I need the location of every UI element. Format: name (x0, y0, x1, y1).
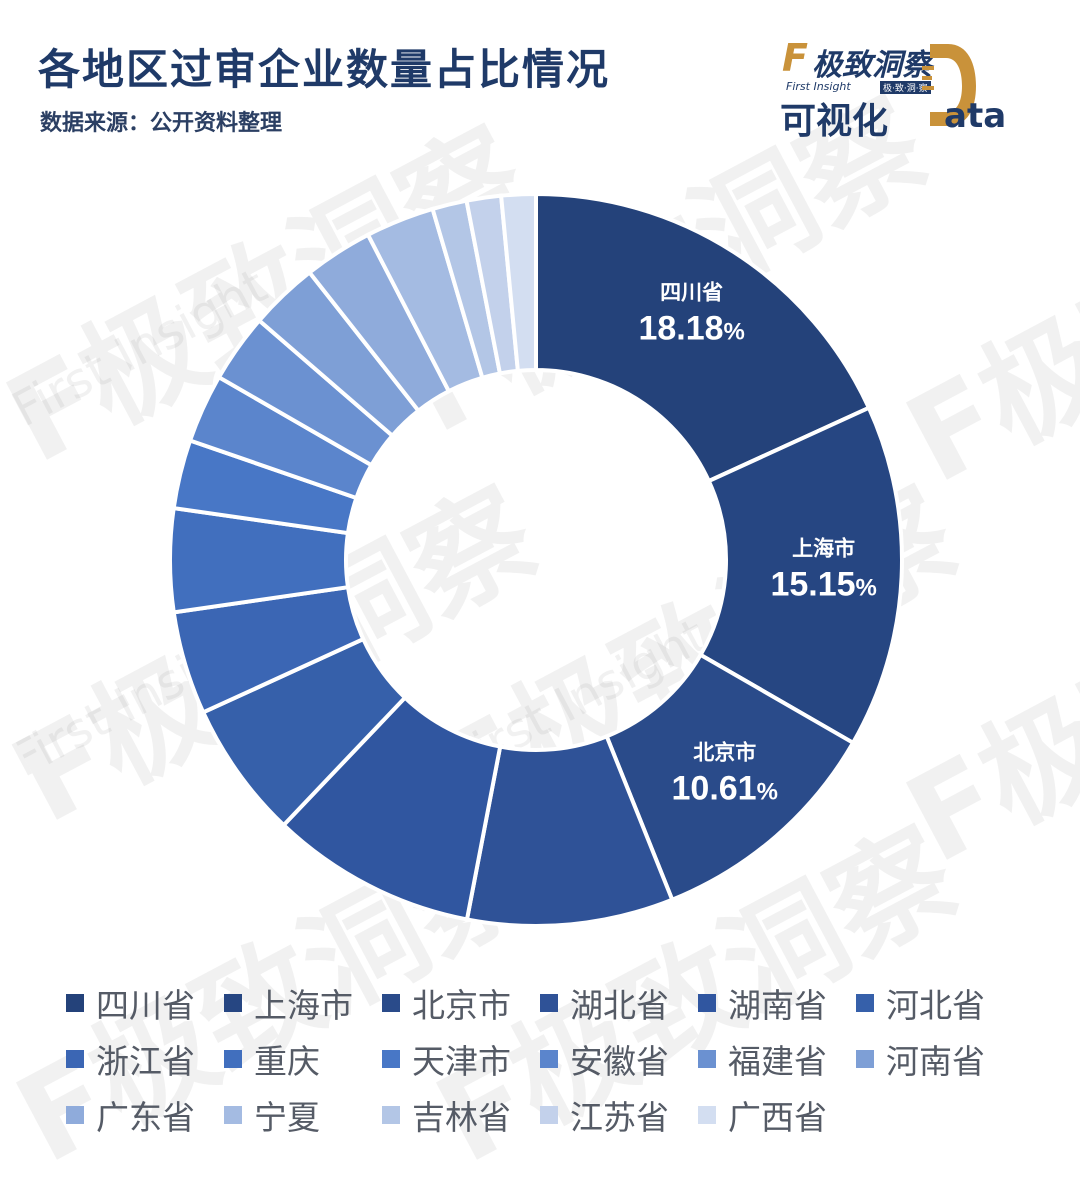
legend-swatch-1 (66, 994, 84, 1012)
legend-label-10: 安徽省 (570, 1042, 669, 1081)
slice-label-name-1: 四川省 (660, 281, 723, 305)
donut-slice-17 (498, 191, 538, 374)
legend-item-13: 广东省 (66, 1094, 224, 1137)
chart-legend: 四川省 上海市 北京市 湖北省 湖南省 河北省浙江省 重庆 天津市 安徽省 福建省 河南省广东省 宁夏… (66, 982, 1046, 1137)
brand-name: 极致洞察 (812, 48, 932, 83)
legend-swatch-5 (698, 994, 716, 1012)
legend-label-11: 福建省 (728, 1042, 827, 1081)
legend-label-12: 河南省 (886, 1042, 985, 1081)
slice-label-value-1: 18.18% (638, 310, 744, 348)
legend-label-16: 江苏省 (570, 1098, 669, 1137)
donut-slice-2 (697, 405, 904, 746)
data-source-note: 数据来源：公开资料整理 (40, 111, 283, 136)
legend-swatch-3 (382, 994, 400, 1012)
brand-logo: F 极致洞察 First Insight 极·致·洞·察 可视化 ata (778, 36, 1018, 142)
legend-label-13: 广东省 (96, 1098, 195, 1137)
legend-swatch-13 (66, 1106, 84, 1124)
brand-subtitle: First Insight (786, 80, 851, 93)
slice-label-value-3: 10.61% (672, 770, 778, 808)
legend-item-6: 河北省 (856, 982, 1014, 1025)
legend-swatch-10 (540, 1050, 558, 1068)
legend-label-4: 湖北省 (570, 986, 669, 1025)
slice-label-value-2: 15.15% (770, 566, 876, 604)
legend-swatch-8 (224, 1050, 242, 1068)
legend-label-15: 吉林省 (412, 1098, 511, 1137)
legend-label-7: 浙江省 (96, 1042, 195, 1081)
legend-item-15: 吉林省 (382, 1094, 540, 1137)
legend-label-2: 上海市 (254, 986, 353, 1025)
legend-swatch-16 (540, 1106, 558, 1124)
brand-data-letters: ata (944, 96, 1007, 136)
donut-slice-1 (534, 191, 872, 484)
legend-label-1: 四川省 (96, 986, 195, 1025)
legend-item-11: 福建省 (698, 1038, 856, 1081)
legend-swatch-2 (224, 994, 242, 1012)
legend-item-12: 河南省 (856, 1038, 1014, 1081)
legend-item-9: 天津市 (382, 1038, 540, 1081)
legend-swatch-11 (698, 1050, 716, 1068)
legend-swatch-6 (856, 994, 874, 1012)
brand-logo-letter: F (782, 36, 808, 80)
legend-swatch-12 (856, 1050, 874, 1068)
legend-swatch-4 (540, 994, 558, 1012)
brand-visual-label: 可视化 (780, 101, 889, 142)
donut-chart: 四川省 18.18% 上海市 15.15% 北京市 10.61% (170, 191, 904, 926)
legend-swatch-14 (224, 1106, 242, 1124)
legend-item-10: 安徽省 (540, 1038, 698, 1081)
legend-label-8: 重庆 (254, 1042, 320, 1081)
legend-label-17: 广西省 (728, 1098, 827, 1137)
legend-item-8: 重庆 (224, 1038, 382, 1081)
chart-title: 各地区过审企业数量占比情况 (38, 45, 611, 94)
legend-item-3: 北京市 (382, 982, 540, 1025)
legend-item-16: 江苏省 (540, 1094, 698, 1137)
legend-item-1: 四川省 (66, 982, 224, 1025)
legend-label-6: 河北省 (886, 986, 985, 1025)
brand-d-icon (922, 44, 976, 126)
slice-label-name-3: 北京市 (693, 741, 756, 765)
legend-item-4: 湖北省 (540, 982, 698, 1025)
legend-swatch-17 (698, 1106, 716, 1124)
legend-label-9: 天津市 (412, 1042, 511, 1081)
brand-tag: 极·致·洞·察 (880, 81, 931, 94)
legend-item-7: 浙江省 (66, 1038, 224, 1081)
legend-item-2: 上海市 (224, 982, 382, 1025)
legend-swatch-9 (382, 1050, 400, 1068)
legend-item-5: 湖南省 (698, 982, 856, 1025)
legend-item-14: 宁夏 (224, 1094, 382, 1137)
legend-swatch-15 (382, 1106, 400, 1124)
legend-item-17: 广西省 (698, 1094, 856, 1137)
legend-label-14: 宁夏 (254, 1098, 320, 1137)
legend-swatch-7 (66, 1050, 84, 1068)
slice-label-name-2: 上海市 (792, 537, 855, 561)
legend-label-3: 北京市 (412, 986, 511, 1025)
legend-label-5: 湖南省 (728, 986, 827, 1025)
